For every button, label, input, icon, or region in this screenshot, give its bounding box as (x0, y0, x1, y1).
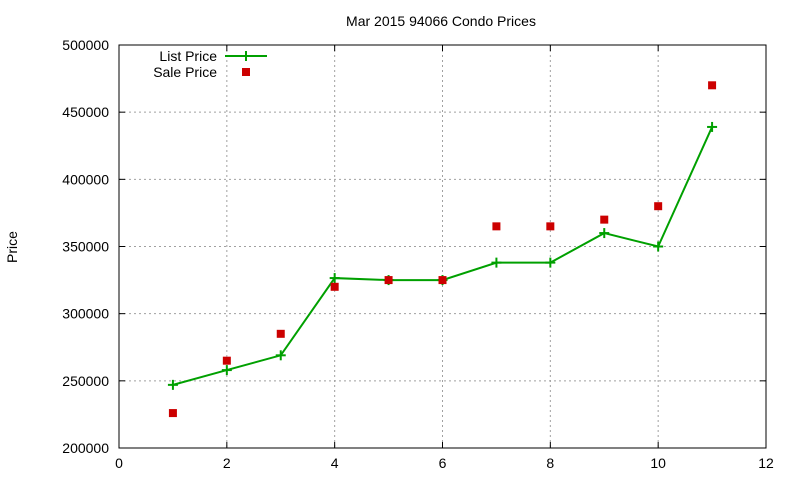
square-marker (546, 222, 555, 231)
y-tick-label: 300000 (62, 306, 109, 322)
series (167, 81, 718, 418)
y-tick-label: 200000 (62, 440, 109, 456)
x-tick-label: 12 (758, 455, 774, 471)
x-tick-label: 4 (331, 455, 339, 471)
y-axis-label: Price (4, 231, 20, 263)
y-tick-label: 400000 (62, 171, 109, 187)
series-sale-price (168, 81, 717, 418)
legend-label: List Price (159, 48, 217, 64)
y-tick-label: 500000 (62, 37, 109, 53)
square-marker (330, 282, 339, 291)
x-tick-label: 6 (439, 455, 447, 471)
y-tick-label: 350000 (62, 239, 109, 255)
square-marker (168, 409, 177, 418)
square-marker (222, 356, 231, 365)
square-marker (438, 276, 447, 285)
y-tick-label: 450000 (62, 104, 109, 120)
x-tick-label: 0 (115, 455, 123, 471)
grid (119, 45, 766, 448)
square-marker (708, 81, 717, 90)
plot-border (118, 44, 767, 449)
legend-label: Sale Price (153, 64, 217, 80)
square-marker (384, 276, 393, 285)
chart-title: Mar 2015 94066 Condo Prices (346, 13, 536, 29)
x-tick-label: 8 (546, 455, 554, 471)
square-marker (600, 215, 609, 224)
y-tick-label: 250000 (62, 373, 109, 389)
x-tick-label: 10 (650, 455, 666, 471)
square-marker (242, 68, 250, 76)
square-marker (654, 202, 663, 211)
square-marker (492, 222, 501, 231)
square-marker (276, 329, 285, 338)
axes: 0 2 4 6 8 10 12 200000 250000 300000 350000 400000 4… (62, 37, 774, 471)
x-tick-label: 2 (223, 455, 231, 471)
